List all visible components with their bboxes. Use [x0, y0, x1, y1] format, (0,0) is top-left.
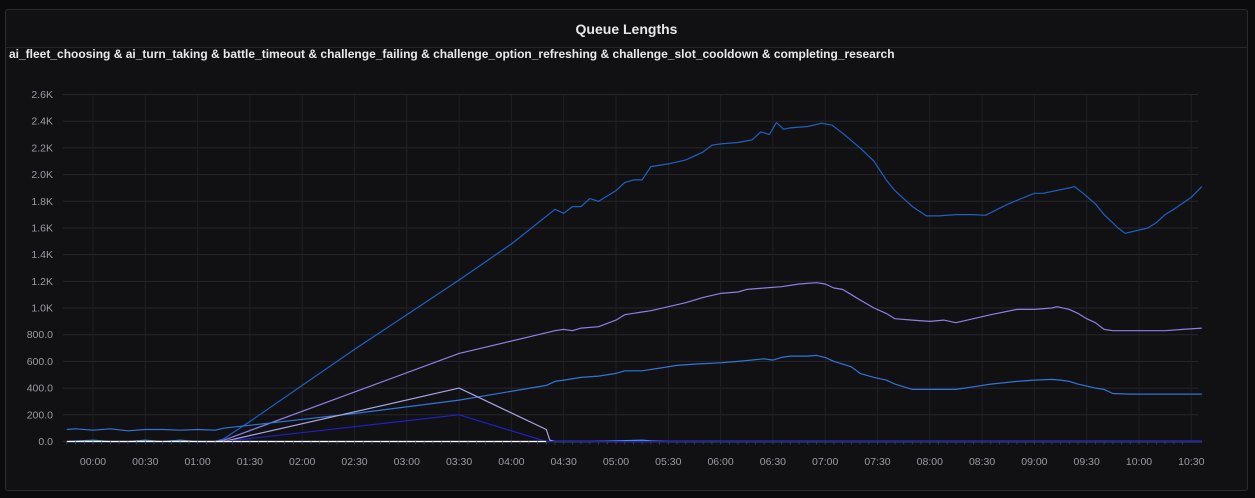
series-line-2	[214, 282, 1202, 443]
y-tick-label: 2.4K	[31, 116, 53, 128]
y-tick-label: 1.0K	[31, 303, 53, 315]
x-tick-label: 00:30	[132, 456, 158, 468]
y-tick-label: 0.0	[38, 436, 53, 448]
series-line-3	[66, 354, 1202, 432]
series-line-6	[66, 414, 1202, 443]
chart-series-lines	[66, 121, 1203, 443]
y-tick-label: 1.2K	[31, 276, 53, 288]
x-tick-label: 02:30	[341, 456, 367, 468]
x-tick-label: 03:00	[394, 456, 420, 468]
series-line-1	[66, 121, 1203, 443]
panel-title: Queue Lengths	[575, 20, 678, 37]
x-tick-label: 06:30	[760, 456, 786, 468]
y-tick-label: 2.0K	[31, 169, 53, 181]
chart-grid	[63, 94, 1198, 442]
x-tick-label: 03:30	[446, 456, 472, 468]
x-tick-label: 02:00	[289, 456, 315, 468]
y-tick-label: 2.6K	[31, 89, 53, 101]
x-tick-label: 09:00	[1021, 456, 1047, 468]
y-tick-label: 1.8K	[31, 196, 53, 208]
x-tick-label: 07:00	[812, 456, 838, 468]
x-tick-label: 04:00	[498, 456, 524, 468]
queue-lengths-panel: Queue Lengths	[5, 9, 1248, 491]
x-tick-label: 05:30	[655, 456, 681, 468]
y-tick-label: 400.0	[27, 383, 53, 395]
x-tick-label: 07:30	[864, 456, 890, 468]
x-tick-label: 08:30	[969, 456, 995, 468]
x-tick-label: 05:00	[603, 456, 629, 468]
y-tick-label: 1.6K	[31, 222, 53, 234]
y-tick-label: 200.0	[27, 409, 53, 421]
x-tick-label: 10:00	[1126, 456, 1152, 468]
series-caption: ai_fleet_choosing & ai_turn_taking & bat…	[9, 47, 895, 61]
y-tick-label: 1.4K	[31, 249, 53, 261]
y-tick-label: 2.2K	[31, 142, 53, 154]
x-tick-label: 08:00	[917, 456, 943, 468]
y-axis-tick-labels: 0.0 200.0 400.0 600.0 800.0 1.0K 1.2K 1.4K 1.6K 1…	[27, 89, 53, 448]
x-tick-label: 04:30	[551, 456, 577, 468]
y-tick-label: 600.0	[27, 356, 53, 368]
x-axis-tick-labels: 00:00 00:30 01:00 01:30 02:00 02:30 03:00 03:30…	[80, 456, 1205, 468]
x-axis-tick-marks	[66, 441, 1184, 445]
panel-header[interactable]: Queue Lengths	[6, 10, 1247, 48]
x-tick-label: 00:00	[80, 456, 106, 468]
x-tick-label: 10:30	[1178, 456, 1204, 468]
x-tick-label: 09:30	[1074, 456, 1100, 468]
y-tick-label: 800.0	[27, 329, 53, 341]
x-tick-label: 06:00	[707, 456, 733, 468]
x-tick-label: 01:00	[184, 456, 210, 468]
x-tick-label: 01:30	[237, 456, 263, 468]
